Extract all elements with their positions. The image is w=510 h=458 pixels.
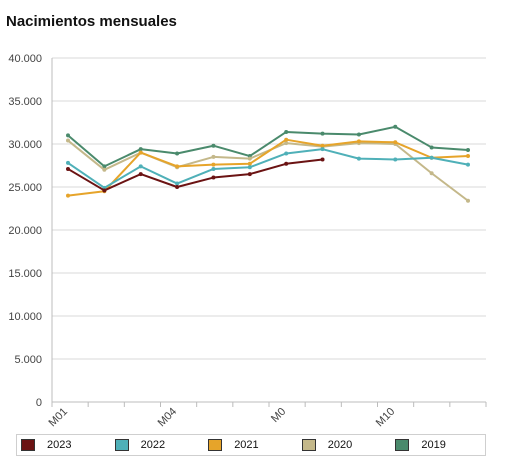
data-point	[247, 161, 252, 166]
legend-swatch	[301, 439, 316, 451]
data-point	[138, 164, 143, 169]
series-line	[67, 158, 323, 192]
legend: 2023 2022 2021 2020 2019	[16, 434, 486, 456]
data-point	[284, 141, 289, 146]
legend-label: 2021	[234, 439, 259, 451]
line-chart: 0 5.000 10.000 15.000 20.000 25.000 30.000 35.0…	[8, 53, 487, 430]
data-point	[102, 164, 107, 169]
y-tick-label: 40.000	[8, 53, 42, 65]
data-point	[247, 165, 252, 170]
series-2022	[66, 147, 470, 190]
data-point	[66, 133, 70, 138]
data-point	[429, 155, 434, 160]
data-point	[211, 175, 216, 180]
data-point	[66, 160, 70, 165]
data-point	[429, 145, 434, 150]
legend-swatch	[21, 439, 35, 451]
data-point	[356, 139, 361, 144]
legend-item-2023[interactable]: 2023	[17, 439, 111, 451]
data-point	[211, 166, 216, 171]
series-line	[67, 138, 469, 197]
data-point	[66, 138, 70, 143]
data-point	[175, 164, 180, 169]
legend-item-2019[interactable]: 2019	[391, 439, 485, 451]
y-tick-label: 30.000	[8, 139, 42, 151]
data-point	[211, 154, 216, 159]
data-point	[247, 172, 252, 177]
data-point	[284, 161, 289, 166]
data-point	[284, 129, 289, 134]
data-point	[466, 148, 470, 153]
legend-label: 2022	[140, 439, 166, 451]
series-2023	[66, 157, 325, 193]
data-point	[393, 124, 398, 129]
series-line	[67, 125, 469, 168]
data-point	[284, 151, 289, 156]
x-tick-label: M0	[269, 406, 288, 425]
series-lines	[66, 124, 470, 203]
series-line	[67, 148, 469, 189]
data-point	[393, 140, 398, 145]
y-tick-labels: 0 5.000 10.000 15.000 20.000 25.000 30.000 35.0…	[8, 53, 42, 409]
grid-lines	[52, 57, 486, 360]
data-point	[175, 181, 180, 186]
legend-swatch	[395, 439, 410, 451]
y-tick-label: 15.000	[8, 268, 42, 280]
data-point	[138, 172, 143, 177]
legend-label: 2020	[327, 439, 353, 451]
legend-label: 2023	[47, 439, 72, 451]
x-tick-label: M04	[156, 406, 180, 430]
x-tick-label: M01	[46, 406, 70, 430]
series-2019	[66, 124, 470, 169]
x-tick-label: M10	[374, 406, 398, 430]
data-point	[320, 143, 325, 148]
legend-label: 2019	[421, 439, 446, 451]
y-tick-label: 5.000	[14, 354, 42, 366]
legend-item-2020[interactable]: 2020	[298, 439, 392, 451]
data-point	[211, 143, 216, 148]
data-point	[175, 185, 180, 189]
legend-swatch	[114, 439, 129, 451]
data-point	[320, 147, 325, 152]
data-point	[247, 156, 252, 161]
data-point	[393, 157, 398, 162]
chart-title: Nacimientos mensuales	[6, 13, 177, 30]
data-point	[466, 198, 470, 203]
legend-item-2021[interactable]: 2021	[204, 439, 298, 451]
series-2021	[66, 137, 470, 198]
data-point	[466, 162, 470, 167]
data-point	[356, 156, 361, 161]
legend-item-2022[interactable]: 2022	[111, 439, 205, 451]
data-point	[320, 131, 325, 136]
data-point	[284, 137, 289, 142]
series-line	[67, 139, 469, 202]
data-point	[66, 166, 70, 171]
data-point	[138, 147, 143, 152]
data-point	[102, 167, 107, 172]
data-point	[211, 162, 216, 167]
x-tick-labels: M01 M04 M0 M10	[46, 406, 397, 430]
data-point	[138, 150, 143, 155]
legend-swatch	[208, 439, 223, 451]
data-point	[320, 157, 325, 162]
y-tick-label: 10.000	[8, 311, 42, 323]
data-point	[175, 151, 180, 156]
axes	[51, 58, 487, 407]
data-point	[66, 193, 70, 198]
y-tick-label: 0	[36, 397, 42, 409]
data-point	[429, 171, 434, 176]
data-point	[466, 154, 470, 159]
y-tick-label: 20.000	[8, 225, 42, 237]
data-point	[102, 188, 107, 193]
data-point	[356, 132, 361, 137]
y-tick-label: 25.000	[8, 182, 42, 194]
y-tick-label: 35.000	[8, 96, 42, 108]
